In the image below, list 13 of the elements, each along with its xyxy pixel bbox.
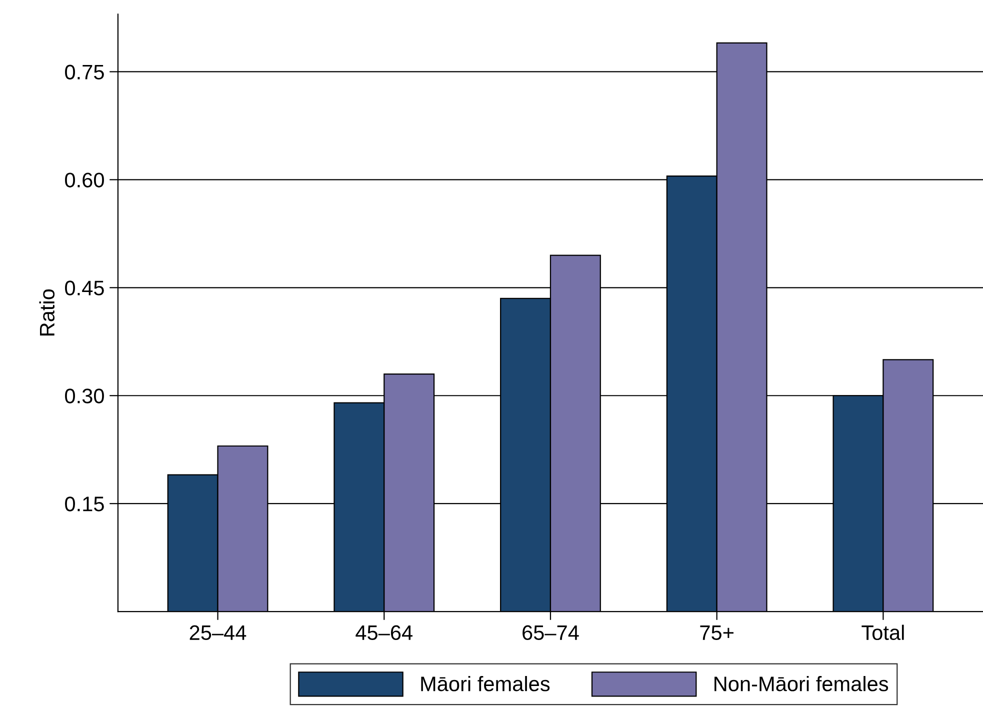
y-tick-label: 0.60: [65, 172, 104, 188]
x-tick-label: 75+: [700, 626, 734, 640]
x-tick-label: Total: [862, 624, 904, 640]
y-tick-label: 0.30: [65, 388, 104, 404]
x-tick-label: 25–44: [190, 625, 246, 640]
y-tick-label: 0.45: [65, 280, 104, 296]
x-tick-label: 45–64: [356, 625, 412, 640]
legend-label: Non-Māori females: [714, 676, 888, 692]
y-axis-title: Ratio: [39, 289, 55, 336]
y-tick-label: 0.75: [65, 64, 104, 80]
legend-label: Māori females: [421, 676, 550, 692]
y-tick-label: 0.15: [65, 496, 104, 512]
x-tick-label: 65–74: [522, 625, 579, 640]
